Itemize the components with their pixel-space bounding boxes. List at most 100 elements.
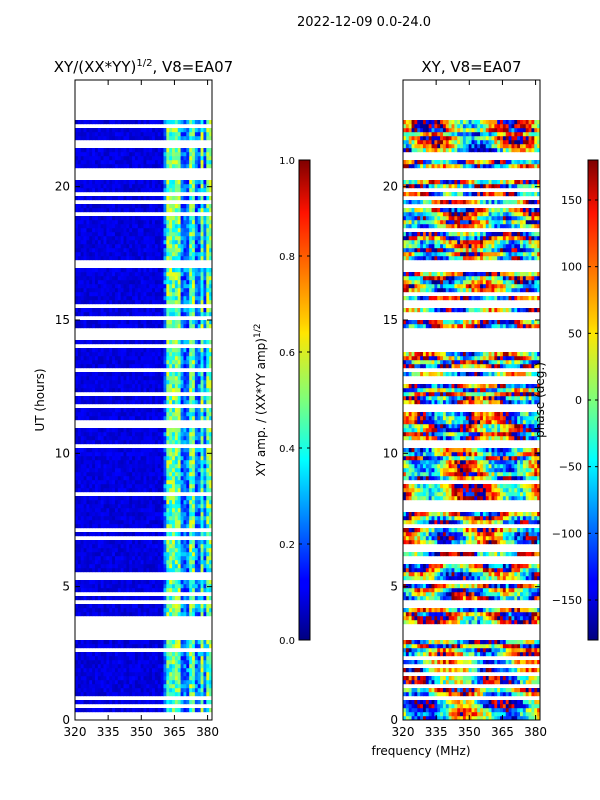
heatmap-cell xyxy=(103,244,107,249)
heatmap-cell xyxy=(186,496,190,501)
heatmap-cell xyxy=(197,468,201,473)
heatmap-cell xyxy=(80,480,84,485)
heatmap-cell xyxy=(197,432,201,437)
heatmap-cell xyxy=(134,340,139,345)
heatmap-cell xyxy=(163,548,167,553)
heatmap-cell xyxy=(103,520,107,525)
heatmap-cell xyxy=(203,552,207,557)
heatmap-cell xyxy=(77,544,82,549)
heatmap-cell xyxy=(129,668,133,673)
heatmap-cell xyxy=(126,448,130,453)
heatmap-cell xyxy=(117,472,122,477)
heatmap-cell xyxy=(163,376,167,381)
heatmap-cell xyxy=(177,280,181,285)
heatmap-cell xyxy=(109,500,113,505)
heatmap-cell xyxy=(180,688,184,693)
heatmap-cell xyxy=(92,484,96,489)
heatmap-cell xyxy=(149,236,153,241)
heatmap-cell xyxy=(117,352,122,357)
heatmap-cell xyxy=(174,364,179,369)
heatmap-cell xyxy=(197,220,201,225)
heatmap-cell xyxy=(112,268,116,273)
heatmap-cell xyxy=(134,504,139,509)
heatmap-cell xyxy=(80,364,84,369)
heatmap-cell xyxy=(132,380,136,385)
heatmap-cell xyxy=(146,664,150,669)
heatmap-cell xyxy=(152,688,156,693)
heatmap-cell xyxy=(186,504,190,509)
heatmap-cell xyxy=(160,468,164,473)
heatmap-cell xyxy=(172,448,176,453)
heatmap-cell xyxy=(186,184,190,189)
heatmap-cell xyxy=(94,692,99,697)
heatmap-cell xyxy=(92,240,96,245)
heatmap-cell xyxy=(134,256,139,261)
heatmap-cell xyxy=(172,556,176,561)
heatmap-cell xyxy=(77,540,82,545)
heatmap-cell xyxy=(114,184,119,189)
heatmap-cell xyxy=(174,388,179,393)
heatmap-cell xyxy=(92,524,96,529)
heatmap-cell xyxy=(75,488,79,493)
heatmap-cell xyxy=(123,340,127,345)
heatmap-cell xyxy=(183,496,187,501)
heatmap-cell xyxy=(174,300,179,305)
heatmap-cell xyxy=(149,692,153,697)
heatmap-cell xyxy=(126,456,130,461)
heatmap-cell xyxy=(166,468,170,473)
heatmap-cell xyxy=(106,460,110,465)
heatmap-cell xyxy=(206,520,210,525)
heatmap-cell xyxy=(132,604,136,609)
heatmap-cell xyxy=(109,152,113,157)
heatmap-cell xyxy=(194,484,199,489)
heatmap-cell xyxy=(203,440,207,445)
heatmap-cell xyxy=(117,364,122,369)
heatmap-cell xyxy=(92,436,96,441)
heatmap-cell xyxy=(146,560,150,565)
heatmap-cell xyxy=(114,664,119,669)
heatmap-cell xyxy=(154,276,159,281)
heatmap-cell xyxy=(92,280,96,285)
heatmap-cell xyxy=(183,540,187,545)
heatmap-cell xyxy=(103,608,107,613)
heatmap-cell xyxy=(126,508,130,513)
heatmap-cell xyxy=(169,436,173,441)
heatmap-cell xyxy=(174,340,179,345)
heatmap-cell xyxy=(100,412,104,417)
heatmap-cell xyxy=(149,248,153,253)
heatmap-cell xyxy=(140,604,144,609)
heatmap-cell xyxy=(169,608,173,613)
heatmap-cell xyxy=(103,684,107,689)
heatmap-cell xyxy=(140,356,144,361)
heatmap-cell xyxy=(183,700,187,705)
heatmap-cell xyxy=(209,480,212,485)
heatmap-cell xyxy=(180,448,184,453)
heatmap-cell xyxy=(172,292,176,297)
heatmap-cell xyxy=(89,480,93,485)
heatmap-cell xyxy=(117,408,122,413)
heatmap-cell xyxy=(134,436,139,441)
heatmap-cell xyxy=(172,408,176,413)
heatmap-cell xyxy=(160,508,164,513)
heatmap-cell xyxy=(75,376,79,381)
heatmap-cell xyxy=(75,352,79,357)
heatmap-cell xyxy=(149,388,153,393)
heatmap-cell xyxy=(109,396,113,401)
heatmap-cell xyxy=(134,296,139,301)
heatmap-cell xyxy=(86,668,90,673)
heatmap-cell xyxy=(180,428,184,433)
heatmap-cell xyxy=(134,292,139,297)
heatmap-cell xyxy=(137,320,142,325)
heatmap-cell xyxy=(157,480,162,485)
heatmap-cell xyxy=(75,668,79,673)
heatmap-cell xyxy=(112,476,116,481)
heatmap-cell xyxy=(206,548,210,553)
heatmap-cell xyxy=(114,160,119,165)
heatmap-cell xyxy=(114,196,119,201)
heatmap-cell xyxy=(137,700,142,705)
heatmap-cell xyxy=(166,324,170,329)
heatmap-cell xyxy=(112,452,116,457)
heatmap-cell xyxy=(154,352,159,357)
heatmap-cell xyxy=(120,180,124,185)
heatmap-cell xyxy=(134,520,139,525)
